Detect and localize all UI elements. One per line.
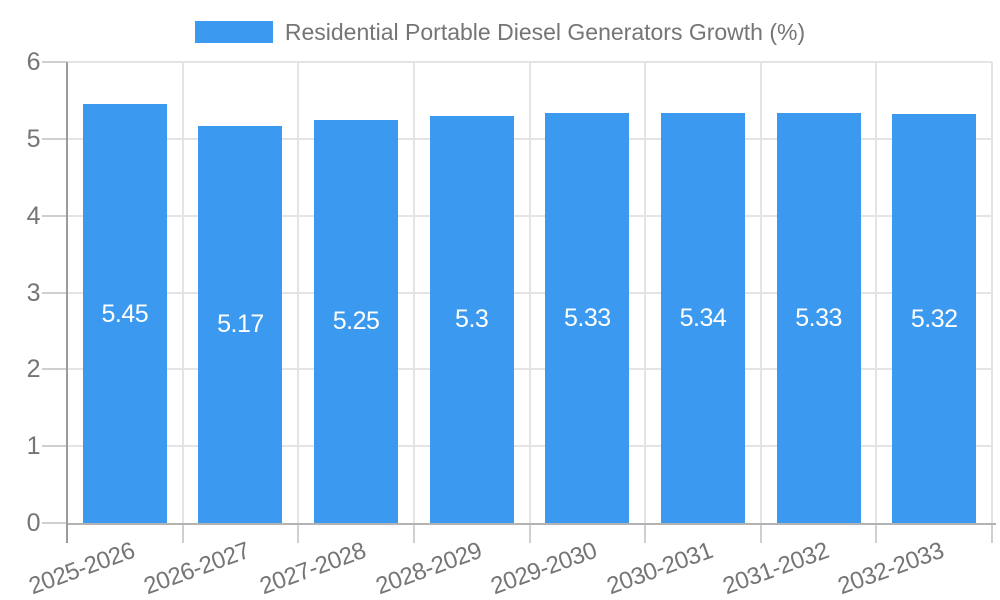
bar-value-label: 5.45 [101, 299, 149, 328]
x-axis-line [67, 523, 996, 525]
bar-value-label: 5.25 [332, 307, 380, 336]
x-gridline [644, 62, 647, 523]
x-gridline [875, 62, 878, 523]
x-axis-tick [644, 525, 647, 543]
bar-value-label: 5.3 [455, 305, 489, 334]
bar-value-label: 5.32 [910, 304, 958, 333]
x-gridline [297, 62, 300, 523]
bar-value-label: 5.33 [563, 304, 611, 333]
y-axis-line [66, 62, 68, 543]
bar-2031-2032[interactable] [776, 113, 861, 523]
legend[interactable]: Residential Portable Diesel Generators G… [0, 20, 1000, 44]
x-gridline [759, 62, 762, 523]
bar-2025-2026[interactable] [82, 104, 167, 523]
legend-label: Residential Portable Diesel Generators G… [284, 19, 806, 45]
x-axis-tick [297, 525, 300, 543]
bar-value-label: 5.34 [679, 303, 727, 332]
y-axis-tick [42, 291, 67, 294]
y-axis-tick [42, 522, 67, 524]
bar-2028-2029[interactable] [429, 115, 514, 523]
bar-2027-2028[interactable] [314, 119, 399, 523]
y-axis-label: 5 [26, 124, 41, 153]
bar-value-label: 5.17 [217, 310, 264, 339]
x-axis-tick [875, 525, 878, 543]
x-gridline [181, 62, 184, 523]
x-axis-tick [412, 525, 415, 543]
bar-2030-2031[interactable] [660, 112, 745, 523]
bar-2029-2030[interactable] [545, 113, 630, 523]
y-axis-label: 6 [26, 48, 41, 76]
y-axis-tick [42, 137, 67, 140]
x-gridline [528, 62, 531, 523]
y-axis-tick [42, 61, 67, 63]
x-axis-tick [991, 525, 993, 543]
y-axis-label: 1 [26, 432, 41, 461]
y-axis-tick [42, 368, 67, 371]
y-axis-label: 0 [26, 509, 41, 537]
y-axis-tick [42, 445, 67, 448]
y-axis-label: 3 [26, 278, 41, 307]
y-axis-tick [42, 214, 67, 217]
x-axis-tick [528, 525, 531, 543]
legend-swatch-icon [194, 21, 273, 43]
bar-2026-2027[interactable] [198, 125, 283, 523]
x-gridline [991, 62, 993, 523]
x-gridline [412, 62, 415, 523]
y-axis-label: 4 [26, 201, 41, 230]
bar-2032-2033[interactable] [892, 114, 977, 523]
x-axis-tick [759, 525, 762, 543]
y-axis-label: 2 [26, 355, 41, 384]
bar-value-label: 5.33 [795, 304, 842, 333]
x-axis-tick [181, 525, 184, 543]
